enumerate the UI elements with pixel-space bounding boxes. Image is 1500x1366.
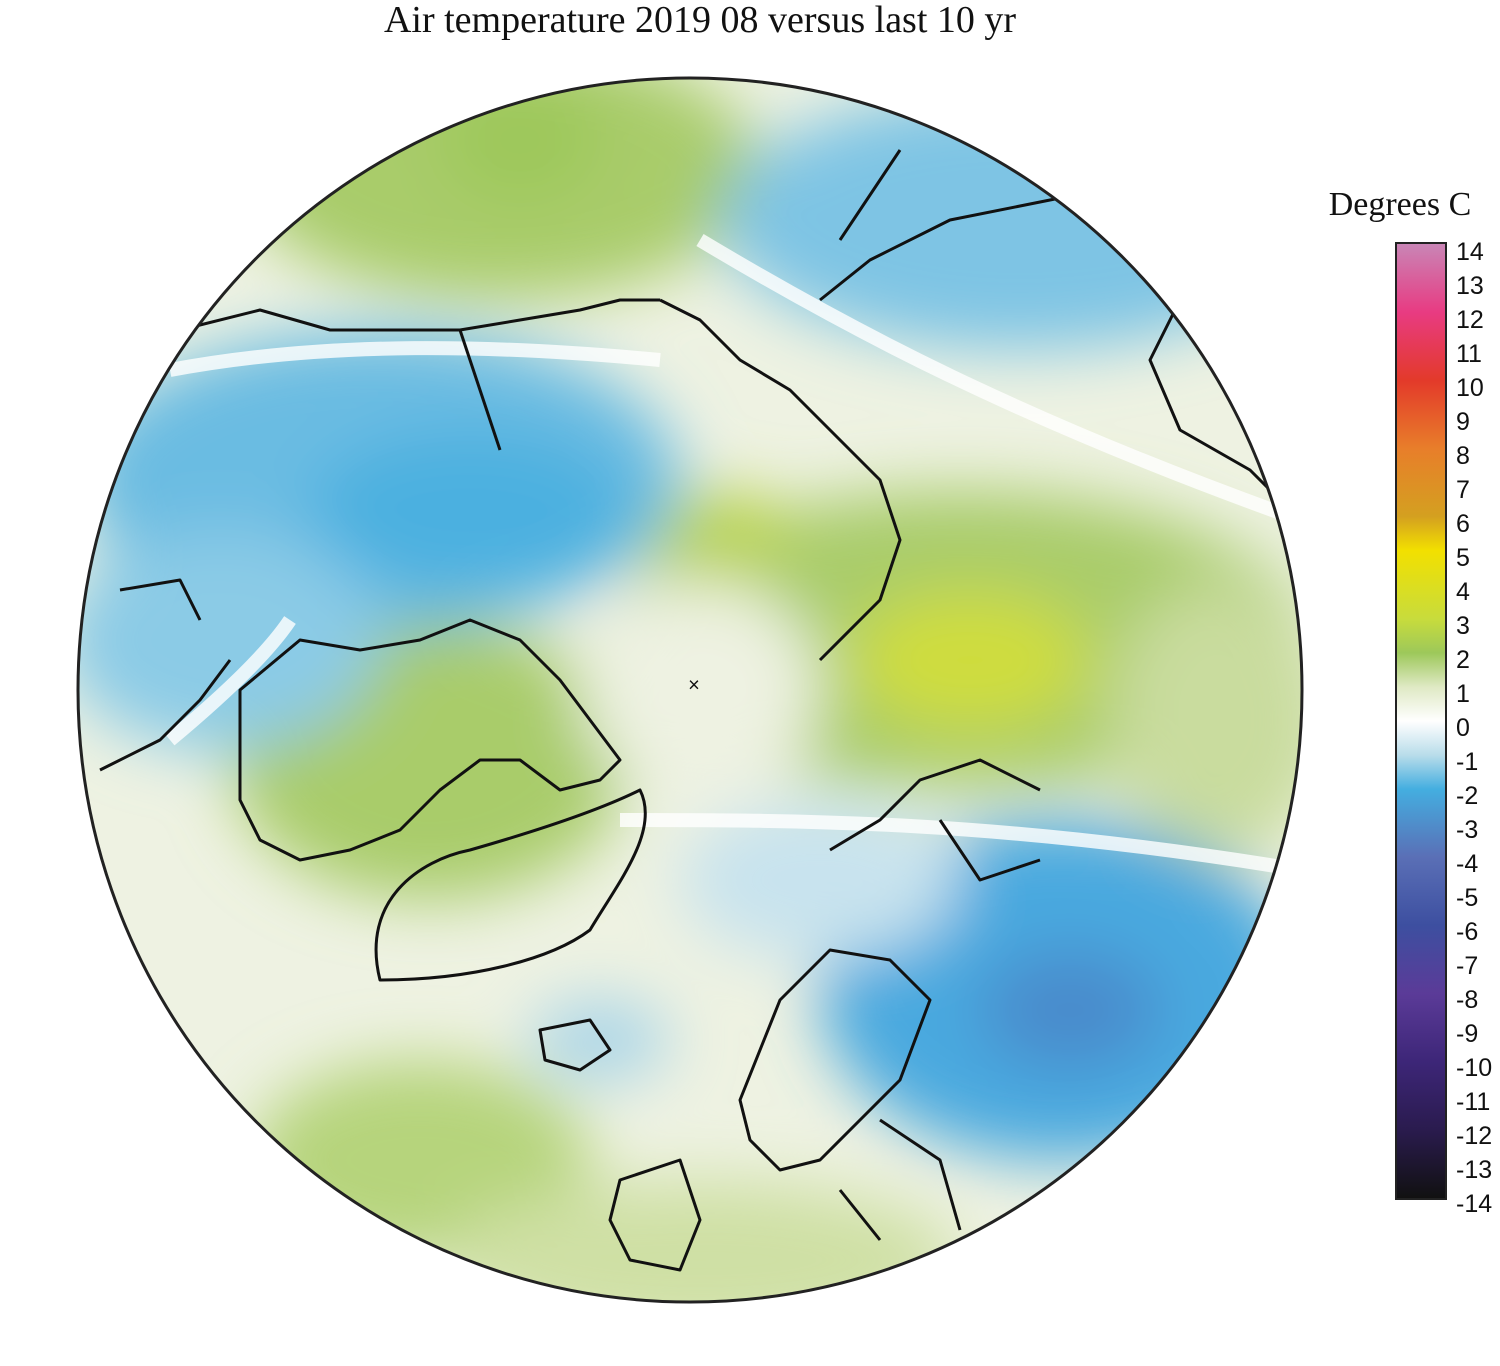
colorbar-tick-label: 13 bbox=[1456, 272, 1484, 300]
colorbar-tick-label: -7 bbox=[1456, 952, 1479, 980]
colorbar-tick-label: -10 bbox=[1456, 1054, 1493, 1082]
colorbar-tick-label: 1 bbox=[1456, 680, 1470, 708]
map-title: Air temperature 2019 08 versus last 10 y… bbox=[383, 0, 1017, 41]
colorbar-tick-label: -14 bbox=[1456, 1190, 1493, 1218]
colorbar-tick-label: -5 bbox=[1456, 884, 1479, 912]
colorbar-tick-label: 4 bbox=[1456, 578, 1470, 606]
colorbar-tick-label: 12 bbox=[1456, 306, 1484, 334]
colorbar-tick-label: -6 bbox=[1456, 918, 1479, 946]
colorbar-tick-label: 10 bbox=[1456, 374, 1484, 402]
colorbar-tick-label: -9 bbox=[1456, 1020, 1479, 1048]
coastlines bbox=[99, 149, 1302, 1272]
map-boundary bbox=[76, 76, 1304, 1304]
colorbar-tick-label: -8 bbox=[1456, 986, 1479, 1014]
colorbar-tick-label: -11 bbox=[1456, 1088, 1491, 1116]
colorbar bbox=[1395, 242, 1447, 1200]
colorbar-tick-label: 0 bbox=[1456, 714, 1470, 742]
colorbar-tick-label: -3 bbox=[1456, 816, 1479, 844]
colorbar-tick-label: -4 bbox=[1456, 850, 1479, 878]
colorbar-tick-label: -2 bbox=[1456, 782, 1479, 810]
colorbar-tick-label: 6 bbox=[1456, 510, 1470, 538]
colorbar-tick-label: -13 bbox=[1456, 1156, 1493, 1184]
colorbar-tick-label: 8 bbox=[1456, 442, 1470, 470]
colorbar-tick-label: 7 bbox=[1456, 476, 1470, 504]
colorbar-tick-label: 14 bbox=[1456, 238, 1484, 266]
colorbar-tick-label: 11 bbox=[1456, 340, 1482, 368]
temperature-anomaly-field bbox=[78, 78, 1302, 1302]
pole-cross-icon: × bbox=[688, 674, 700, 696]
colorbar-tick-label: 9 bbox=[1456, 408, 1470, 436]
colorbar-tick-label: 5 bbox=[1456, 544, 1470, 572]
legend-title: Degrees C bbox=[1328, 186, 1472, 223]
colorbar-tick-label: 3 bbox=[1456, 612, 1470, 640]
colorbar-tick-label: -12 bbox=[1456, 1122, 1493, 1150]
colorbar-tick-label: 2 bbox=[1456, 646, 1470, 674]
colorbar-tick-label: -1 bbox=[1456, 748, 1479, 776]
